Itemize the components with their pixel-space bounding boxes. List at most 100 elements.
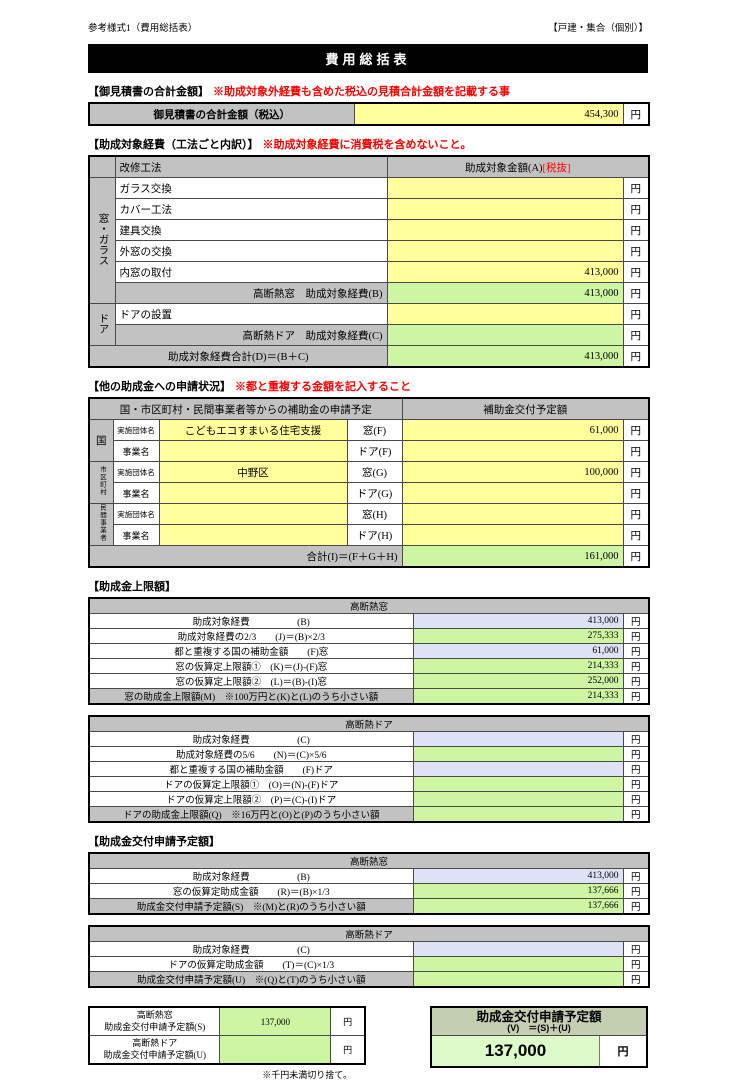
window-subtotal-amount: 413,000 [386,282,624,304]
planned-row-amount: 413,000 [412,868,624,884]
subsidy-key: ドア(H) [346,524,403,546]
limit-row-amount: 61,000 [412,643,624,659]
method-label: 外窓の交換 [114,240,388,262]
unit-label: 円 [622,776,650,792]
other-total-row: 合計(I)＝(F＋G＋H) 161,000 円 [88,545,650,568]
limit-row-label: 窓の仮算定上限額② (L)＝(B)-(I)窓 [88,673,414,689]
limits-section-heading: 【助成金上限額】 [88,578,648,594]
method-amount-input[interactable] [386,198,624,220]
planned-row-label: 窓の仮算定助成金額 (R)＝(B)×1/3 [88,883,414,899]
planned-window-final-row: 助成金交付申請予定額(S) ※(M)と(R)のうち小さい額 137,666 円 [88,898,650,915]
method-amount-input[interactable]: 413,000 [386,261,624,283]
limit-row-amount [412,731,624,747]
summary-label-line2: 助成金交付申請予定額(S) [104,1021,206,1032]
unit-label: 円 [622,545,650,568]
field-org-name: 実施団体名 [112,461,160,483]
estimate-row: 御見積書の合計金額（税込） 454,300 円 [88,102,650,126]
unit-label: 円 [330,1006,366,1036]
method-amount-input[interactable] [386,240,624,262]
limit-final-amount: 214,333 [412,688,624,705]
other-subsidies-table: 国・市区町村・民間事業者等からの補助金の申請予定 補助金交付予定額 国 実施団体… [88,397,650,568]
subsidy-amount-input[interactable]: 61,000 [401,419,624,441]
table-row: 助成対象経費の2/3 (J)＝(B)×2/3 275,333 円 [88,628,650,644]
window-limit-final-row: 窓の助成金上限額(M) ※100万円と(K)と(L)のうち小さい額 214,33… [88,688,650,705]
org-name-input[interactable]: こどもエコすまいる住宅支援 [158,419,348,441]
planned-row-label: 助成対象経費 (B) [88,868,414,884]
org-name-input[interactable]: 中野区 [158,461,348,483]
summary-window-row: 高断熱窓 助成金交付申請予定額(S) 137,000 円 [88,1006,366,1036]
method-label: ガラス交換 [114,177,388,199]
project-name-input[interactable] [158,440,348,462]
table-row: 都と重複する国の補助金額 (F)ドア 円 [88,761,650,777]
other-subsidies-section-heading: 【他の助成金への申請状況】 ※都と重複する金額を記入すること [88,378,648,394]
door-subtotal-label: 高断熱ドア 助成対象経費(C) [114,324,388,346]
table-row: 窓の仮算定上限額② (L)＝(B)-(I)窓 252,000 円 [88,673,650,689]
planned-door-final-row: 助成金交付申請予定額(U) ※(Q)と(T)のうち小さい額 円 [88,971,650,988]
unit-label: 円 [622,868,650,884]
expenses-heading-note: ※助成対象経費に消費税を含めないこと。 [262,139,472,151]
table-row: 事業名 ドア(F) 円 [89,440,650,462]
limit-row-amount: 214,333 [412,658,624,674]
subsidy-amount-input[interactable] [401,482,624,504]
expenses-total-label: 助成対象経費合計(D)＝(B＋C) [88,345,388,368]
form-reference-label: 参考様式1（費用総括表） [88,24,198,34]
unit-label: 円 [622,941,650,957]
subsidy-key: 窓(H) [346,503,403,525]
estimate-table: 御見積書の合計金額（税込） 454,300 円 [88,102,650,126]
bottom-left: 高断熱窓 助成金交付申請予定額(S) 137,000 円 高断熱ドア 助成金交付… [88,1006,366,1081]
table-row: 外窓の交換 円 [89,240,650,262]
expenses-total-row: 助成対象経費合計(D)＝(B＋C) 413,000 円 [88,345,650,368]
limit-row-amount [412,791,624,807]
limit-row-label: 助成対象経費 (C) [88,731,414,747]
org-name-input[interactable] [158,503,348,525]
subsidy-amount-input[interactable]: 100,000 [401,461,624,483]
field-project-name: 事業名 [112,440,160,462]
limit-row-label: 助成対象経費の5/6 (N)＝(C)×5/6 [88,746,414,762]
limit-final-amount [412,806,624,823]
expenses-col-amount: 助成対象金額(A)[税抜] [386,155,650,178]
method-label: ドアの設置 [114,303,388,325]
expenses-col-method: 改修工法 [114,155,388,178]
method-amount-input[interactable] [386,219,624,241]
expenses-section-heading: 【助成対象経費（工法ごと内訳）】 ※助成対象経費に消費税を含めないこと。 [88,136,648,152]
field-project-name: 事業名 [112,482,160,504]
project-name-input[interactable] [158,482,348,504]
estimate-amount-input[interactable]: 454,300 [353,102,624,126]
unit-label: 円 [622,419,650,441]
summary-window-amount: 137,000 [219,1006,332,1036]
limit-door-table: 高断熱ドア 助成対象経費 (C) 円 助成対象経費の5/6 (N)＝(C)×5/… [88,715,650,823]
bottom-summary: 高断熱窓 助成金交付申請予定額(S) 137,000 円 高断熱ドア 助成金交付… [88,1006,648,1081]
limit-window-header: 高断熱窓 [88,597,650,614]
unit-label: 円 [622,688,650,705]
limit-row-label: 助成対象経費 (B) [88,613,414,629]
method-amount-input[interactable] [386,303,624,325]
unit-label: 円 [622,303,650,325]
subsidy-amount-input[interactable] [401,524,624,546]
table-row: ドアの仮算定助成金額 (T)＝(C)×1/3 円 [88,956,650,972]
estimate-heading-note: ※助成対象外経費も含めた税込の見積合計金額を記載する事 [213,86,510,98]
project-name-input[interactable] [158,524,348,546]
other-total-label: 合計(I)＝(F＋G＋H) [88,545,403,568]
table-row: 事業名 ドア(G) 円 [89,482,650,504]
unit-label: 円 [622,345,650,368]
method-label: 内窓の取付 [114,261,388,283]
planned-row-amount: 137,666 [412,883,624,899]
unit-label: 円 [622,791,650,807]
summary-label-line2: 助成金交付申請予定額(U) [103,1049,206,1060]
grand-total-unit: 円 [599,1036,646,1067]
limit-final-label: ドアの助成金上限額(Q) ※16万円と(O)と(P)のうち小さい額 [88,806,414,823]
method-amount-input[interactable] [386,177,624,199]
unit-label: 円 [622,971,650,988]
subsidy-amount-input[interactable] [401,503,624,525]
table-row: 内窓の取付 413,000 円 [89,261,650,283]
unit-label: 円 [622,613,650,629]
subsidy-amount-input[interactable] [401,440,624,462]
unit-label: 円 [622,461,650,483]
unit-label: 円 [622,282,650,304]
other-heading-note: ※都と重複する金額を記入すること [235,381,411,393]
grand-total-amount: 137,000 [432,1036,599,1067]
table-row: 建具交換 円 [89,219,650,241]
limit-row-label: ドアの仮算定上限額① (O)＝(N)-(F)ドア [88,776,414,792]
unit-label: 円 [622,956,650,972]
planned-door-header: 高断熱ドア [88,925,650,942]
